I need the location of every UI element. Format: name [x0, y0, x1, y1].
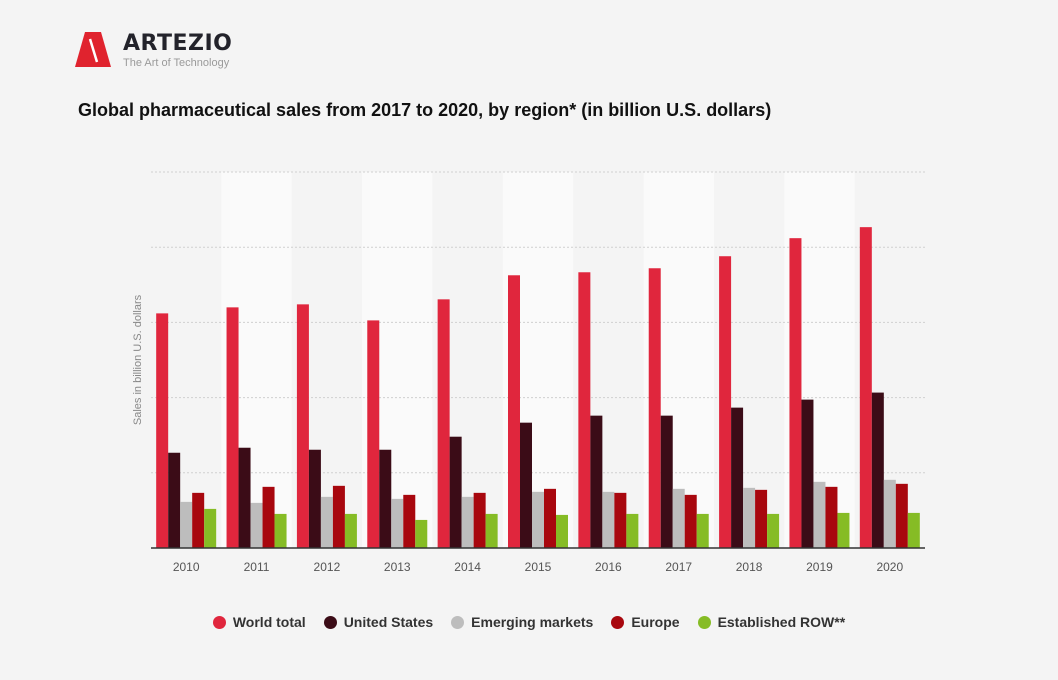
- legend-dot-icon: [451, 615, 465, 629]
- bar-europe-2020: [895, 483, 908, 548]
- x-tick-label: 2013: [384, 560, 411, 574]
- x-tick-label: 2010: [173, 560, 200, 574]
- bar-world-total-2013: [367, 320, 380, 548]
- bar-emerging-markets-2020: [883, 479, 896, 548]
- bar-world-total-2018: [719, 256, 732, 548]
- bar-europe-2010: [192, 492, 205, 548]
- bar-established-row--2016: [626, 513, 639, 548]
- bar-europe-2018: [755, 489, 768, 548]
- bar-europe-2014: [473, 492, 486, 548]
- x-tick-label: 2016: [595, 560, 622, 574]
- bar-emerging-markets-2017: [672, 488, 685, 548]
- legend-label: World total: [232, 614, 306, 630]
- bar-emerging-markets-2016: [602, 491, 615, 548]
- bar-emerging-markets-2014: [461, 496, 474, 548]
- bar-established-row--2013: [415, 519, 428, 548]
- legend-dot-icon: [323, 615, 337, 629]
- bar-united-states-2014: [449, 436, 462, 548]
- brand-name: ARTEZIO: [123, 31, 233, 56]
- chart-title: Global pharmaceutical sales from 2017 to…: [78, 100, 772, 120]
- legend-item[interactable]: Established ROW**: [697, 614, 846, 630]
- bar-world-total-2016: [578, 272, 591, 548]
- bar-united-states-2019: [801, 399, 814, 548]
- bar-united-states-2016: [590, 415, 603, 548]
- legend-label: United States: [343, 614, 434, 630]
- legend-item[interactable]: World total: [212, 614, 306, 630]
- legend-item[interactable]: Europe: [611, 614, 680, 630]
- artezio-logo-icon: [75, 32, 111, 67]
- legend-dot-icon: [611, 615, 625, 629]
- bar-world-total-2010: [156, 313, 169, 548]
- bar-world-total-2015: [508, 275, 520, 548]
- bar-europe-2015: [544, 488, 556, 548]
- bar-world-total-2014: [437, 299, 450, 548]
- bar-established-row--2020: [907, 512, 920, 548]
- bar-europe-2011: [262, 486, 275, 548]
- legend-item[interactable]: Emerging markets: [451, 614, 593, 630]
- legend-label: Europe: [631, 614, 680, 630]
- bar-europe-2013: [403, 494, 416, 548]
- x-tick-label: 2011: [244, 560, 270, 574]
- bar-established-row--2015: [556, 514, 568, 548]
- bar-established-row--2010: [204, 508, 217, 548]
- bar-emerging-markets-2018: [743, 487, 756, 548]
- legend-dot-icon: [697, 615, 711, 629]
- bar-emerging-markets-2019: [813, 481, 826, 548]
- bar-emerging-markets-2011: [250, 502, 263, 548]
- bar-established-row--2014: [485, 513, 498, 548]
- legend-item[interactable]: United States: [323, 614, 434, 630]
- x-tick-label: 2015: [525, 560, 552, 574]
- logo: ARTEZIO The Art of Technology: [75, 32, 232, 70]
- bar-established-row--2019: [837, 512, 850, 548]
- bar-emerging-markets-2012: [320, 496, 333, 548]
- bar-world-total-2012: [296, 304, 309, 548]
- bar-established-row--2017: [696, 513, 709, 548]
- x-tick-label: 2019: [806, 560, 833, 574]
- bar-emerging-markets-2015: [532, 491, 544, 548]
- bar-world-total-2020: [859, 227, 872, 548]
- bar-europe-2016: [614, 492, 627, 548]
- bar-world-total-2019: [789, 238, 802, 548]
- bar-united-states-2010: [168, 452, 181, 548]
- legend-label: Established ROW**: [717, 614, 846, 630]
- bar-world-total-2011: [226, 307, 239, 548]
- legend-label: Emerging markets: [471, 614, 594, 630]
- bar-established-row--2018: [767, 513, 780, 548]
- x-tick-label: 2014: [454, 560, 481, 574]
- bar-established-row--2011: [274, 513, 287, 548]
- bar-europe-2017: [684, 494, 697, 548]
- bar-emerging-markets-2010: [180, 501, 193, 548]
- x-tick-label: 2017: [665, 560, 692, 574]
- x-tick-label: 2012: [314, 560, 341, 574]
- legend-dot-icon: [212, 615, 226, 629]
- brand-tagline: The Art of Technology: [123, 57, 230, 69]
- bar-established-row--2012: [344, 513, 357, 548]
- bar-united-states-2011: [238, 447, 251, 548]
- bar-united-states-2018: [731, 407, 744, 548]
- y-axis-label: Sales in billion U.S. dollars: [132, 294, 144, 425]
- bar-united-states-2013: [379, 449, 392, 548]
- bar-united-states-2017: [660, 415, 673, 548]
- bar-united-states-2015: [520, 422, 532, 548]
- bar-europe-2012: [332, 485, 345, 548]
- legend: World total United States Emerging markets…: [0, 614, 1058, 630]
- bar-emerging-markets-2013: [391, 498, 404, 548]
- bar-united-states-2012: [308, 449, 321, 548]
- x-tick-label: 2020: [876, 560, 903, 574]
- bar-world-total-2017: [648, 268, 661, 548]
- bar-europe-2019: [825, 486, 838, 548]
- bar-united-states-2020: [871, 392, 884, 548]
- x-tick-label: 2018: [736, 560, 763, 574]
